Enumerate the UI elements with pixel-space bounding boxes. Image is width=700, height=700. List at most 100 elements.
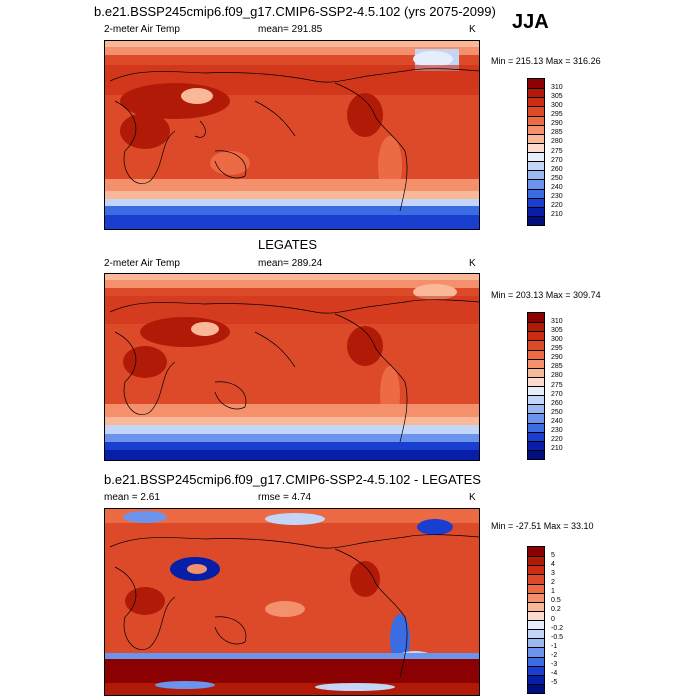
- panel-1-minmax: Min = 215.13 Max = 316.26: [491, 56, 601, 66]
- colorbar-swatch: [528, 331, 544, 341]
- panel-2-variable-label: 2-meter Air Temp: [104, 258, 180, 269]
- colorbar-tick-label: 250: [551, 174, 563, 182]
- panel-1-units-label: K: [469, 24, 476, 35]
- colorbar-tick-label: 305: [551, 326, 563, 334]
- panel-3-title: b.e21.BSSP245cmip6.f09_g17.CMIP6-SSP2-4.…: [104, 472, 481, 487]
- colorbar-swatch: [528, 386, 544, 396]
- colorbar-swatch: [528, 449, 544, 459]
- colorbar-swatch: [528, 422, 544, 432]
- colorbar-swatch: [528, 638, 544, 648]
- panel-3-mean-label: mean = 2.61: [104, 492, 160, 503]
- colorbar-swatch: [528, 547, 544, 557]
- colorbar-tick-label: 295: [551, 111, 563, 118]
- colorbar-swatch: [528, 574, 544, 584]
- colorbar-swatch: [528, 610, 544, 620]
- colorbar-tick-label: 290: [551, 120, 563, 128]
- panel-3-units-label: K: [469, 492, 476, 503]
- colorbar-tick-label: 280: [551, 372, 563, 380]
- colorbar-tick-label: -0.5: [551, 633, 564, 641]
- panel-1-mean-label: mean= 291.85: [258, 24, 323, 35]
- colorbar-tick-label: 250: [551, 408, 563, 416]
- panel-3-colorbar: [527, 546, 545, 694]
- colorbar-swatch: [528, 313, 544, 323]
- panel-1-map-field: [105, 41, 479, 229]
- panel-2-minmax: Min = 203.13 Max = 309.74: [491, 290, 601, 300]
- colorbar-tick-label: -2: [551, 652, 558, 659]
- colorbar-swatch: [528, 206, 544, 216]
- colorbar-tick-label: 2: [551, 579, 555, 586]
- colorbar-swatch: [528, 188, 544, 198]
- colorbar-swatch: [528, 404, 544, 414]
- colorbar-swatch: [528, 413, 544, 423]
- colorbar-swatch: [528, 215, 544, 225]
- colorbar-swatch: [528, 565, 544, 575]
- colorbar-tick-label: 275: [551, 381, 563, 389]
- colorbar-tick-label: 230: [551, 193, 563, 201]
- colorbar-tick-label: -3: [551, 661, 558, 669]
- colorbar-tick-label: 295: [551, 345, 563, 352]
- colorbar-swatch: [528, 152, 544, 162]
- colorbar-swatch: [528, 556, 544, 566]
- colorbar-swatch: [528, 170, 544, 180]
- colorbar-tick-label: -0.2: [551, 624, 564, 632]
- colorbar-swatch: [528, 161, 544, 171]
- colorbar-tick-label: 290: [551, 354, 563, 362]
- colorbar-tick-label: 210: [551, 445, 563, 453]
- colorbar-swatch: [528, 358, 544, 368]
- colorbar-tick-label: 310: [551, 317, 563, 325]
- colorbar-swatch: [528, 674, 544, 684]
- panel-2-mean-label: mean= 289.24: [258, 258, 323, 269]
- colorbar-tick-label: -4: [551, 670, 558, 678]
- colorbar-tick-label: 1: [551, 588, 555, 596]
- panel-2-colorbar: [527, 312, 545, 460]
- season-label: JJA: [512, 11, 549, 33]
- panel-2-map: [104, 273, 480, 461]
- colorbar-tick-label: 285: [551, 363, 563, 371]
- panel-3-map-field: [105, 509, 479, 695]
- colorbar-swatch: [528, 88, 544, 98]
- colorbar-tick-label: 220: [551, 202, 563, 210]
- colorbar-swatch: [528, 683, 544, 693]
- colorbar-swatch: [528, 629, 544, 639]
- colorbar-swatch: [528, 124, 544, 134]
- colorbar-swatch: [528, 79, 544, 89]
- colorbar-swatch: [528, 431, 544, 441]
- colorbar-swatch: [528, 620, 544, 630]
- colorbar-tick-label: 4: [551, 560, 555, 568]
- colorbar-swatch: [528, 440, 544, 450]
- panel-1-map: [104, 40, 480, 230]
- colorbar-tick-label: 260: [551, 165, 563, 173]
- colorbar-tick-label: 270: [551, 156, 563, 164]
- colorbar-tick-label: 240: [551, 418, 563, 425]
- colorbar-swatch: [528, 106, 544, 116]
- figure-title: b.e21.BSSP245cmip6.f09_g17.CMIP6-SSP2-4.…: [94, 4, 496, 19]
- colorbar-tick-label: -5: [551, 679, 558, 687]
- colorbar-tick-label: 5: [551, 551, 555, 559]
- colorbar-tick-label: 0.5: [551, 597, 561, 605]
- colorbar-swatch: [528, 133, 544, 143]
- panel-3-rmse-label: rmse = 4.74: [258, 492, 312, 503]
- colorbar-swatch: [528, 583, 544, 593]
- panel-2-title: LEGATES: [258, 237, 318, 252]
- colorbar-swatch: [528, 656, 544, 666]
- panel-1-variable-label: 2-meter Air Temp: [104, 24, 180, 35]
- colorbar-tick-label: 240: [551, 184, 563, 191]
- colorbar-swatch: [528, 97, 544, 107]
- colorbar-swatch: [528, 395, 544, 405]
- colorbar-tick-label: 230: [551, 427, 563, 435]
- colorbar-tick-label: 285: [551, 129, 563, 137]
- panel-3-map: [104, 508, 480, 696]
- colorbar-tick-label: -1: [551, 642, 558, 650]
- colorbar-swatch: [528, 115, 544, 125]
- panel-3-minmax: Min = -27.51 Max = 33.10: [491, 521, 594, 531]
- colorbar-tick-label: 310: [551, 83, 563, 91]
- colorbar-swatch: [528, 647, 544, 657]
- colorbar-tick-label: 0.2: [551, 606, 561, 614]
- colorbar-swatch: [528, 376, 544, 386]
- colorbar-swatch: [528, 349, 544, 359]
- colorbar-tick-label: 220: [551, 436, 563, 444]
- colorbar-tick-label: 300: [551, 101, 563, 109]
- colorbar-swatch: [528, 142, 544, 152]
- colorbar-swatch: [528, 592, 544, 602]
- colorbar-swatch: [528, 367, 544, 377]
